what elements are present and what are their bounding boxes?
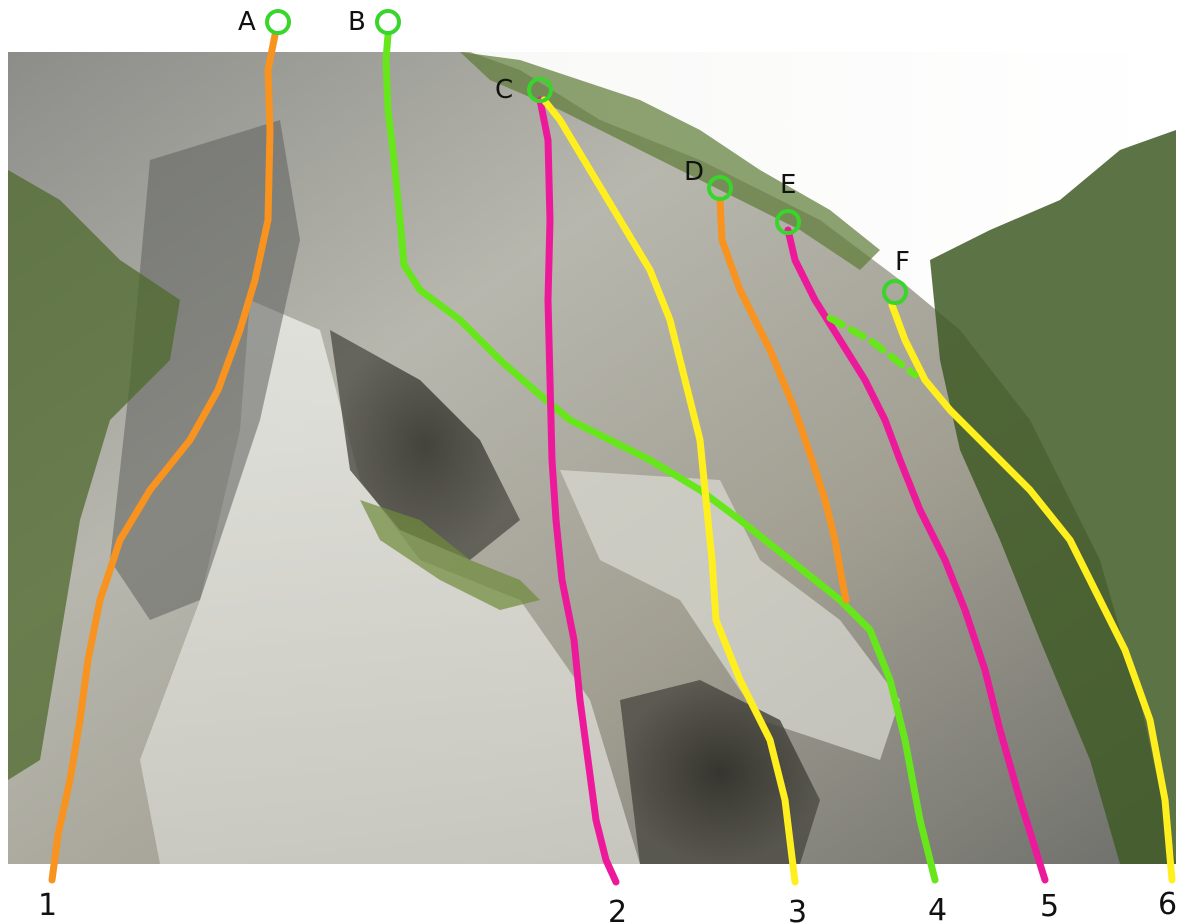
route-link-dashed bbox=[826, 314, 919, 379]
start-label-4: 4 bbox=[928, 893, 947, 923]
anchor-ring-icon bbox=[527, 77, 553, 103]
cave-bottom bbox=[620, 680, 820, 864]
cave-left bbox=[330, 330, 520, 560]
start-labels: 1 2 3 4 5 6 bbox=[38, 887, 1177, 923]
anchor-e: E bbox=[775, 170, 801, 235]
anchors: A B C D E F bbox=[238, 7, 910, 305]
white-rock-band bbox=[560, 470, 900, 760]
anchor-d: D bbox=[684, 157, 733, 201]
anchor-a: A bbox=[238, 7, 291, 37]
anchor-ring-icon bbox=[265, 9, 291, 35]
anchor-label: C bbox=[495, 75, 513, 105]
anchor-ring-icon bbox=[882, 279, 908, 305]
anchor-f: F bbox=[882, 247, 910, 305]
anchor-label: A bbox=[238, 7, 256, 37]
moss-ledge bbox=[360, 500, 540, 610]
start-label-2: 2 bbox=[608, 895, 627, 923]
anchor-c: C bbox=[495, 75, 553, 105]
anchor-ring-icon bbox=[775, 209, 801, 235]
route-c-3 bbox=[540, 96, 799, 886]
start-label-5: 5 bbox=[1040, 889, 1059, 923]
start-label-6: 6 bbox=[1158, 887, 1177, 922]
foliage-left bbox=[8, 170, 180, 780]
anchor-label: E bbox=[780, 170, 796, 200]
anchor-ring-icon bbox=[375, 9, 401, 35]
rock-photo bbox=[8, 52, 1176, 864]
route-e-5 bbox=[784, 226, 1049, 884]
anchor-ring-icon bbox=[707, 175, 733, 201]
dark-slab bbox=[110, 120, 300, 620]
route-f-6 bbox=[888, 301, 1176, 884]
foliage-right bbox=[930, 130, 1176, 864]
route-c-2 bbox=[536, 96, 620, 886]
anchor-label: D bbox=[684, 157, 704, 187]
white-rock-slab bbox=[140, 300, 640, 864]
start-label-1: 1 bbox=[38, 888, 57, 923]
start-label-3: 3 bbox=[788, 895, 807, 923]
route-b-4 bbox=[382, 31, 939, 884]
foliage-top bbox=[460, 52, 880, 270]
route-d-4 bbox=[716, 196, 850, 604]
routes bbox=[48, 31, 1176, 886]
anchor-label: F bbox=[895, 247, 910, 277]
anchor-b: B bbox=[348, 7, 401, 37]
anchor-label: B bbox=[348, 7, 366, 37]
route-a-1 bbox=[48, 31, 279, 884]
